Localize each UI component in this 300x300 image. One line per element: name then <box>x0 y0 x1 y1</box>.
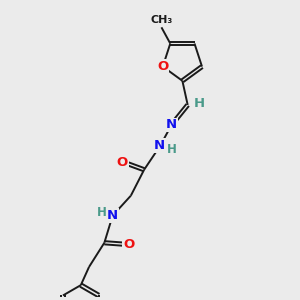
Text: O: O <box>157 60 168 73</box>
Text: O: O <box>123 238 134 251</box>
Text: N: N <box>107 209 118 222</box>
Text: CH₃: CH₃ <box>150 15 172 25</box>
Text: H: H <box>167 143 176 157</box>
Text: N: N <box>166 118 177 131</box>
Text: H: H <box>98 206 107 219</box>
Text: O: O <box>117 156 128 169</box>
Text: N: N <box>154 139 165 152</box>
Text: H: H <box>193 97 204 110</box>
